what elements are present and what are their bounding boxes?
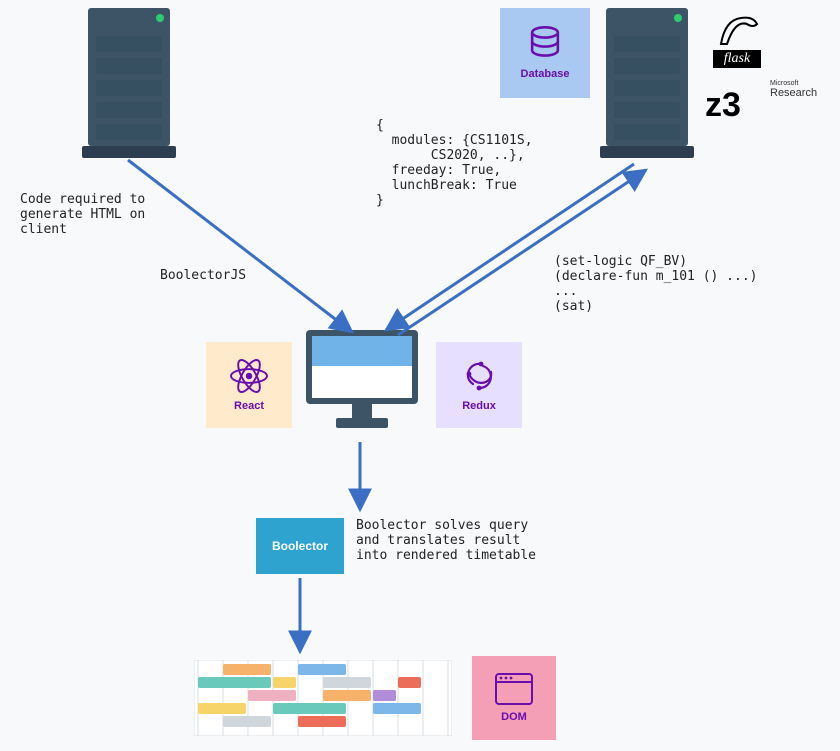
- database-icon: [529, 26, 561, 62]
- redux-box: Redux: [436, 342, 522, 428]
- dom-box: DOM: [472, 656, 556, 740]
- z3-label: z3: [705, 86, 741, 125]
- boolectorjs-text: BoolectorJS: [160, 268, 246, 283]
- flask-horn-icon: [713, 10, 761, 50]
- json-snippet-text: { modules: {CS1101S, CS2020, ..}, freeda…: [376, 118, 533, 208]
- boolector-explanation-text: Boolector solves query and translates re…: [356, 518, 536, 563]
- code-required-text: Code required to generate HTML on client: [20, 192, 145, 237]
- react-box: React: [206, 342, 292, 428]
- redux-icon: [459, 358, 499, 394]
- redux-label: Redux: [462, 400, 496, 412]
- arrow-left-server-to-client: [128, 160, 352, 332]
- client-monitor: [302, 328, 422, 432]
- server-right: [600, 8, 694, 158]
- timetable: [194, 660, 452, 736]
- research-label: Microsoft Research: [770, 80, 817, 99]
- database-label: Database: [521, 68, 570, 80]
- database-box: Database: [500, 8, 590, 98]
- dom-label: DOM: [501, 711, 527, 723]
- window-icon: [495, 673, 533, 705]
- flask-label: flask: [713, 50, 761, 68]
- smt-snippet-text: (set-logic QF_BV) (declare-fun m_101 () …: [554, 254, 758, 314]
- microsoft-label: Microsoft: [770, 80, 817, 87]
- react-icon: [229, 358, 269, 394]
- server-left: [82, 8, 176, 158]
- research-text: Research: [770, 87, 817, 99]
- boolector-box: Boolector: [256, 518, 344, 574]
- react-label: React: [234, 400, 264, 412]
- boolector-label: Boolector: [272, 539, 328, 553]
- flask-box: flask: [713, 10, 761, 68]
